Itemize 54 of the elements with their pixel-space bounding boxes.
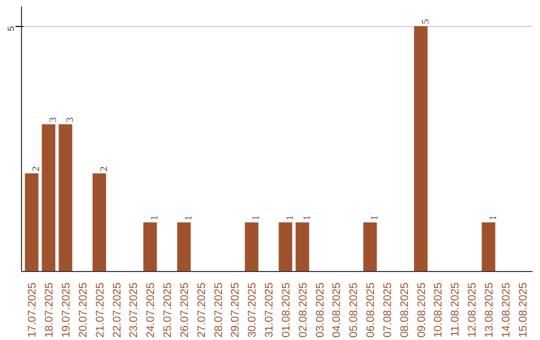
x-tick-label: 27.07.2025: [196, 282, 208, 338]
data-label: 2: [98, 166, 110, 172]
bar: [24, 173, 38, 272]
x-tick-label: 25.07.2025: [162, 282, 174, 338]
data-label: 1: [284, 215, 296, 220]
x-tick-label: 13.08.2025: [484, 282, 496, 338]
bar: [143, 222, 157, 272]
x-tick-label: 03.08.2025: [314, 282, 326, 338]
data-label: 1: [150, 215, 161, 220]
data-label: 1: [370, 215, 381, 220]
x-tick-label: 05.08.2025: [348, 282, 360, 338]
bar: [296, 222, 310, 272]
bar: [58, 124, 72, 272]
data-label: 5: [420, 19, 432, 24]
bar: [482, 222, 496, 272]
x-tick-label: 31.07.2025: [264, 282, 276, 338]
data-label: 2: [31, 166, 42, 172]
bar: [177, 222, 191, 272]
x-tick-label: 17.07.2025: [26, 282, 39, 338]
x-tick-label: 29.07.2025: [230, 282, 242, 338]
data-label: 1: [251, 215, 262, 220]
x-tick-label: 19.07.2025: [60, 282, 72, 338]
x-tick-label: 06.08.2025: [365, 282, 378, 338]
x-tick-label: 18.07.2025: [44, 282, 56, 338]
x-tick-label: 11.08.2025: [450, 282, 462, 337]
x-tick-label: 30.07.2025: [246, 282, 259, 338]
x-tick-label: 04.08.2025: [331, 282, 344, 338]
x-tick-label: 24.07.2025: [145, 282, 158, 338]
data-label: 3: [64, 117, 76, 122]
data-label: 1: [183, 215, 194, 220]
data-label: 3: [48, 117, 60, 122]
bar: [244, 222, 258, 272]
bar: [414, 26, 428, 272]
data-label: 1: [302, 215, 313, 220]
x-tick-label: 26.07.2025: [178, 282, 191, 338]
x-tick-label: 22.07.2025: [111, 282, 124, 338]
bar: [42, 124, 56, 272]
x-tick-label: 21.07.2025: [94, 282, 106, 338]
x-tick-label: 14.08.2025: [500, 282, 512, 338]
data-label: 1: [488, 215, 500, 220]
bar: [92, 173, 106, 272]
x-tick-label: 08.08.2025: [398, 282, 411, 338]
x-tick-label: 10.08.2025: [432, 282, 445, 338]
x-tick-label: 23.07.2025: [128, 282, 140, 338]
x-tick-label: 09.08.2025: [416, 282, 428, 338]
bar: [363, 222, 377, 272]
x-tick-label: 01.08.2025: [280, 282, 292, 338]
bar: [278, 222, 292, 272]
x-tick-label: 15.08.2025: [517, 282, 530, 338]
x-tick-label: 12.08.2025: [466, 282, 479, 338]
x-tick-label: 07.08.2025: [382, 282, 394, 338]
x-tick-label: 02.08.2025: [297, 282, 310, 338]
x-tick-label: 28.07.2025: [212, 282, 225, 338]
x-tick-label: 20.07.2025: [77, 282, 90, 338]
